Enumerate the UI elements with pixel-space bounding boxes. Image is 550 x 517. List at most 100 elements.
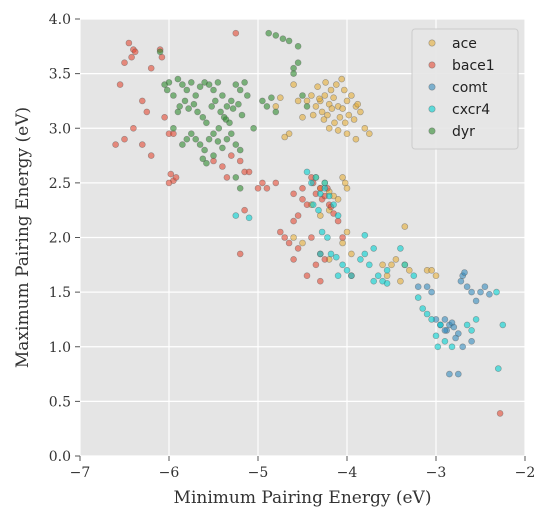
point-cxcr4	[321, 185, 329, 192]
point-cxcr4	[397, 245, 404, 252]
point-dyr	[205, 135, 213, 143]
point-ace	[328, 105, 336, 112]
point-ace	[327, 86, 335, 94]
point-cxcr4	[448, 343, 456, 351]
point-comt	[414, 283, 422, 291]
point-ace	[316, 95, 323, 103]
point-cxcr4	[348, 272, 355, 280]
point-bace1	[128, 53, 135, 61]
point-dyr	[272, 32, 280, 39]
point-ace	[350, 116, 358, 123]
x-tick-label: −7	[70, 465, 91, 481]
point-comt	[423, 283, 431, 291]
point-ace	[309, 111, 317, 119]
point-dyr	[272, 108, 280, 116]
point-ace	[348, 250, 355, 258]
point-ace	[340, 86, 348, 94]
point-comt	[454, 370, 462, 378]
point-bace1	[236, 157, 244, 165]
point-bace1	[496, 410, 504, 417]
point-dyr	[192, 135, 199, 143]
point-bace1	[290, 256, 297, 263]
point-comt	[441, 327, 449, 334]
point-comt	[468, 288, 475, 296]
point-ace	[285, 130, 293, 137]
point-bace1	[125, 39, 133, 47]
point-bace1	[228, 152, 235, 159]
y-tick-label: 2.0	[49, 231, 71, 247]
point-ace	[318, 108, 326, 116]
point-ace	[303, 97, 311, 105]
point-bace1	[121, 135, 128, 143]
point-dyr	[212, 97, 219, 105]
point-dyr	[215, 125, 223, 132]
point-ace	[343, 97, 351, 105]
point-dyr	[232, 81, 240, 88]
point-cxcr4	[434, 343, 442, 351]
point-bace1	[276, 228, 284, 236]
point-dyr	[210, 152, 217, 159]
point-bace1	[334, 217, 342, 225]
point-cxcr4	[499, 321, 507, 329]
tick-labels: −7 −6 −5 −4 −3 −2 0.0 0.5 1.0 1.5 2.0 2.5 3.0 3.5 4.0	[49, 12, 536, 481]
point-bace1	[259, 179, 266, 187]
point-ace	[432, 272, 440, 280]
point-cxcr4	[316, 190, 324, 198]
point-bace1	[167, 170, 175, 178]
point-dyr	[165, 79, 173, 86]
point-dyr	[208, 103, 215, 110]
x-axis-label: Minimum Pairing Energy (eV)	[174, 488, 432, 508]
point-ace	[379, 261, 386, 269]
point-dyr	[229, 105, 237, 112]
point-dyr	[219, 92, 226, 99]
point-dyr	[188, 79, 195, 86]
point-ace	[334, 196, 342, 203]
point-bace1	[254, 185, 262, 192]
y-tick-label: 1.0	[49, 340, 71, 356]
point-bace1	[263, 185, 271, 192]
point-cxcr4	[321, 179, 329, 187]
point-dyr	[265, 29, 273, 37]
y-tick-label: 2.5	[49, 176, 71, 192]
point-bace1	[316, 277, 324, 285]
legend-marker-comt	[428, 83, 436, 91]
point-comt	[468, 337, 475, 345]
point-ace	[354, 100, 362, 108]
point-dyr	[219, 144, 226, 152]
point-cxcr4	[327, 250, 335, 258]
point-ace	[336, 114, 344, 121]
point-bace1	[290, 190, 297, 198]
point-ace	[332, 81, 340, 88]
point-ace	[343, 228, 351, 236]
point-bace1	[299, 185, 306, 192]
point-dyr	[303, 103, 311, 110]
point-cxcr4	[493, 288, 500, 296]
grid-lines	[79, 18, 526, 457]
point-cxcr4	[419, 305, 427, 312]
point-bace1	[158, 53, 166, 61]
point-cxcr4	[339, 261, 346, 269]
point-bace1	[172, 174, 180, 181]
point-bace1	[131, 48, 139, 56]
point-dyr	[201, 146, 208, 154]
point-ace	[299, 114, 306, 121]
point-ace	[357, 108, 364, 116]
point-cxcr4	[383, 266, 391, 274]
point-dyr	[236, 185, 244, 192]
point-dyr	[174, 75, 182, 83]
point-bace1	[223, 174, 231, 181]
point-dyr	[217, 108, 224, 116]
point-ace	[345, 111, 353, 119]
point-dyr	[228, 130, 235, 137]
point-dyr	[203, 159, 210, 167]
point-dyr	[183, 86, 191, 94]
point-cxcr4	[303, 168, 311, 176]
series-dyr	[156, 29, 311, 192]
point-cxcr4	[432, 332, 440, 340]
point-bace1	[241, 206, 248, 214]
point-cxcr4	[325, 192, 333, 200]
point-cxcr4	[308, 179, 315, 187]
point-dyr	[192, 92, 199, 99]
point-dyr	[250, 125, 257, 132]
